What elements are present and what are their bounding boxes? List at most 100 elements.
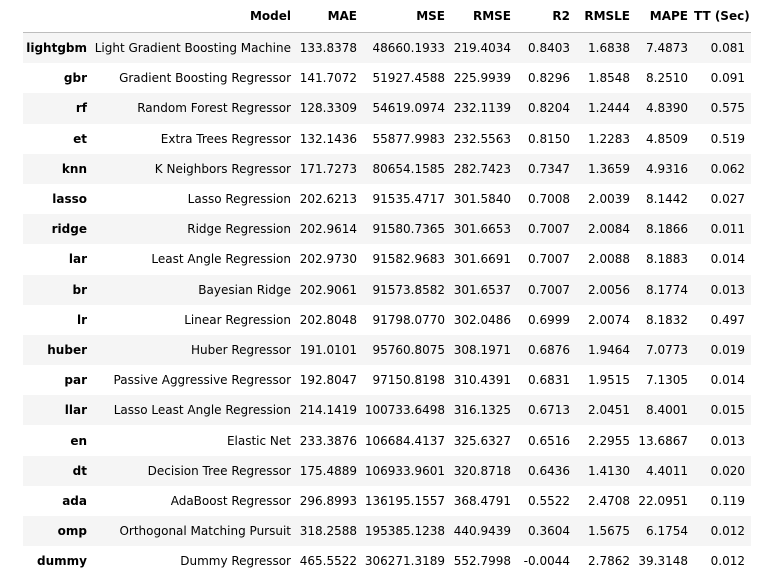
row-index-cell: ada (62, 493, 87, 508)
rmse-cell: 301.6537 (453, 282, 511, 297)
mape-cell: 8.4001 (646, 403, 688, 418)
mape-cell: 4.4011 (646, 463, 688, 478)
mse-cell: 91535.4717 (372, 192, 445, 207)
table-row: lightgbm Light Gradient Boosting Machine 1… (23, 32, 751, 64)
model-name-cell: Passive Aggressive Regressor (113, 373, 291, 388)
row-index-cell: par (64, 373, 87, 388)
tt-sec-cell: 0.012 (710, 524, 745, 539)
mae-cell: 132.1436 (299, 131, 357, 146)
model-name-cell: Lasso Least Angle Regression (113, 403, 291, 418)
row-index-cell: gbr (63, 71, 87, 86)
tt-sec-cell: 0.019 (710, 342, 745, 357)
table-row: par Passive Aggressive Regressor 192.8047 9… (23, 365, 751, 396)
rmse-cell: 232.5563 (453, 131, 511, 146)
row-index-cell: lr (76, 312, 87, 327)
tt-sec-cell: 0.027 (710, 192, 745, 207)
rmsle-cell: 2.0451 (588, 403, 630, 418)
r2-cell: 0.5522 (528, 493, 570, 508)
model-name-cell: Dummy Regressor (180, 554, 291, 569)
rmse-cell: 301.6653 (453, 222, 511, 237)
rmsle-cell: 2.2955 (588, 433, 630, 448)
rmse-cell: 552.7998 (453, 554, 511, 569)
table-row: dummy Dummy Regressor 465.5522 306271.3189 5… (23, 546, 751, 577)
rmse-cell: 308.1971 (453, 342, 511, 357)
tt-sec-cell: 0.020 (710, 463, 745, 478)
table-row: et Extra Trees Regressor 132.1436 55877.998… (23, 123, 751, 154)
table-row: rf Random Forest Regressor 128.3309 54619.0… (23, 93, 751, 124)
mae-cell: 128.3309 (299, 101, 357, 116)
mae-cell: 202.9061 (299, 282, 357, 297)
mse-cell: 54619.0974 (372, 101, 445, 116)
r2-cell: 0.8150 (528, 131, 570, 146)
index-header (23, 0, 93, 33)
mae-cell: 296.8993 (299, 493, 357, 508)
mape-cell: 4.9316 (646, 161, 688, 176)
row-index-cell: lightgbm (26, 41, 87, 56)
mae-cell: 465.5522 (299, 554, 357, 569)
mape-cell: 8.1774 (646, 282, 688, 297)
row-index-cell: rf (75, 101, 87, 116)
row-index-cell: en (70, 433, 87, 448)
tt-sec-cell: 0.519 (710, 131, 745, 146)
rmsle-cell: 2.0039 (588, 192, 630, 207)
column-header-r2: R2 (517, 0, 576, 33)
r2-cell: 0.7007 (528, 222, 570, 237)
model-name-cell: Orthogonal Matching Pursuit (119, 524, 291, 539)
rmse-cell: 316.1325 (453, 403, 511, 418)
table-row: lr Linear Regression 202.8048 91798.0770 302… (23, 304, 751, 335)
model-name-cell: Random Forest Regressor (137, 101, 291, 116)
mse-cell: 100733.6498 (364, 403, 445, 418)
rmsle-cell: 1.8548 (588, 71, 630, 86)
model-name-cell: Huber Regressor (190, 342, 291, 357)
column-header-mae: MAE (297, 0, 363, 33)
tt-sec-cell: 0.062 (710, 161, 745, 176)
table-row: dt Decision Tree Regressor 175.4889 106933.… (23, 455, 751, 486)
table-row: llar Lasso Least Angle Regression 214.1419… (23, 395, 751, 426)
rmsle-cell: 1.2444 (588, 101, 630, 116)
row-index-cell: lar (68, 252, 87, 267)
model-name-cell: Gradient Boosting Regressor (119, 71, 291, 86)
rmsle-cell: 2.0074 (588, 312, 630, 327)
mape-cell: 8.1442 (646, 192, 688, 207)
mae-cell: 191.0101 (299, 342, 357, 357)
mape-cell: 7.1305 (646, 373, 688, 388)
model-name-cell: Elastic Net (226, 433, 291, 448)
row-index-cell: omp (57, 524, 87, 539)
header-row: Model MAE MSE RMSE R2 RMSLE MAPE TT (Sec… (23, 0, 751, 33)
table-row: lasso Lasso Regression 202.6213 91535.4717 3… (23, 183, 751, 215)
table-row: en Elastic Net 233.3876 106684.4137 325.6327… (23, 425, 751, 456)
mae-cell: 318.2588 (299, 524, 357, 539)
table-row: ada AdaBoost Regressor 296.8993 136195.1557… (23, 485, 751, 516)
tt-sec-cell: 0.119 (710, 493, 745, 508)
r2-cell: 0.6516 (528, 433, 570, 448)
row-index-cell: et (73, 131, 87, 146)
column-header-tt-sec: TT (Sec) (694, 0, 751, 33)
mae-cell: 202.9730 (299, 252, 357, 267)
rmse-cell: 302.0486 (453, 312, 511, 327)
r2-cell: 0.7007 (528, 282, 570, 297)
mape-cell: 8.1832 (646, 312, 688, 327)
mse-cell: 91573.8582 (372, 282, 445, 297)
r2-cell: 0.7008 (528, 192, 570, 207)
tt-sec-cell: 0.014 (710, 373, 745, 388)
rmse-cell: 225.9939 (453, 71, 511, 86)
mse-cell: 80654.1585 (372, 161, 445, 176)
row-index-cell: knn (61, 161, 87, 176)
mape-cell: 8.2510 (646, 71, 688, 86)
r2-cell: 0.6436 (528, 463, 570, 478)
mse-cell: 95760.8075 (372, 342, 445, 357)
mae-cell: 175.4889 (299, 463, 357, 478)
r2-cell: 0.3604 (528, 524, 570, 539)
mae-cell: 202.6213 (299, 192, 357, 207)
rmse-cell: 301.5840 (453, 192, 511, 207)
rmsle-cell: 1.9464 (588, 342, 630, 357)
row-index-cell: llar (64, 403, 87, 418)
row-index-cell: ridge (51, 222, 87, 237)
r2-cell: 0.8296 (528, 71, 570, 86)
mse-cell: 91582.9683 (372, 252, 445, 267)
model-name-cell: Decision Tree Regressor (147, 463, 291, 478)
mse-cell: 51927.4588 (372, 71, 445, 86)
mae-cell: 141.7072 (299, 71, 357, 86)
row-index-cell: huber (47, 342, 87, 357)
mse-cell: 195385.1238 (364, 524, 445, 539)
